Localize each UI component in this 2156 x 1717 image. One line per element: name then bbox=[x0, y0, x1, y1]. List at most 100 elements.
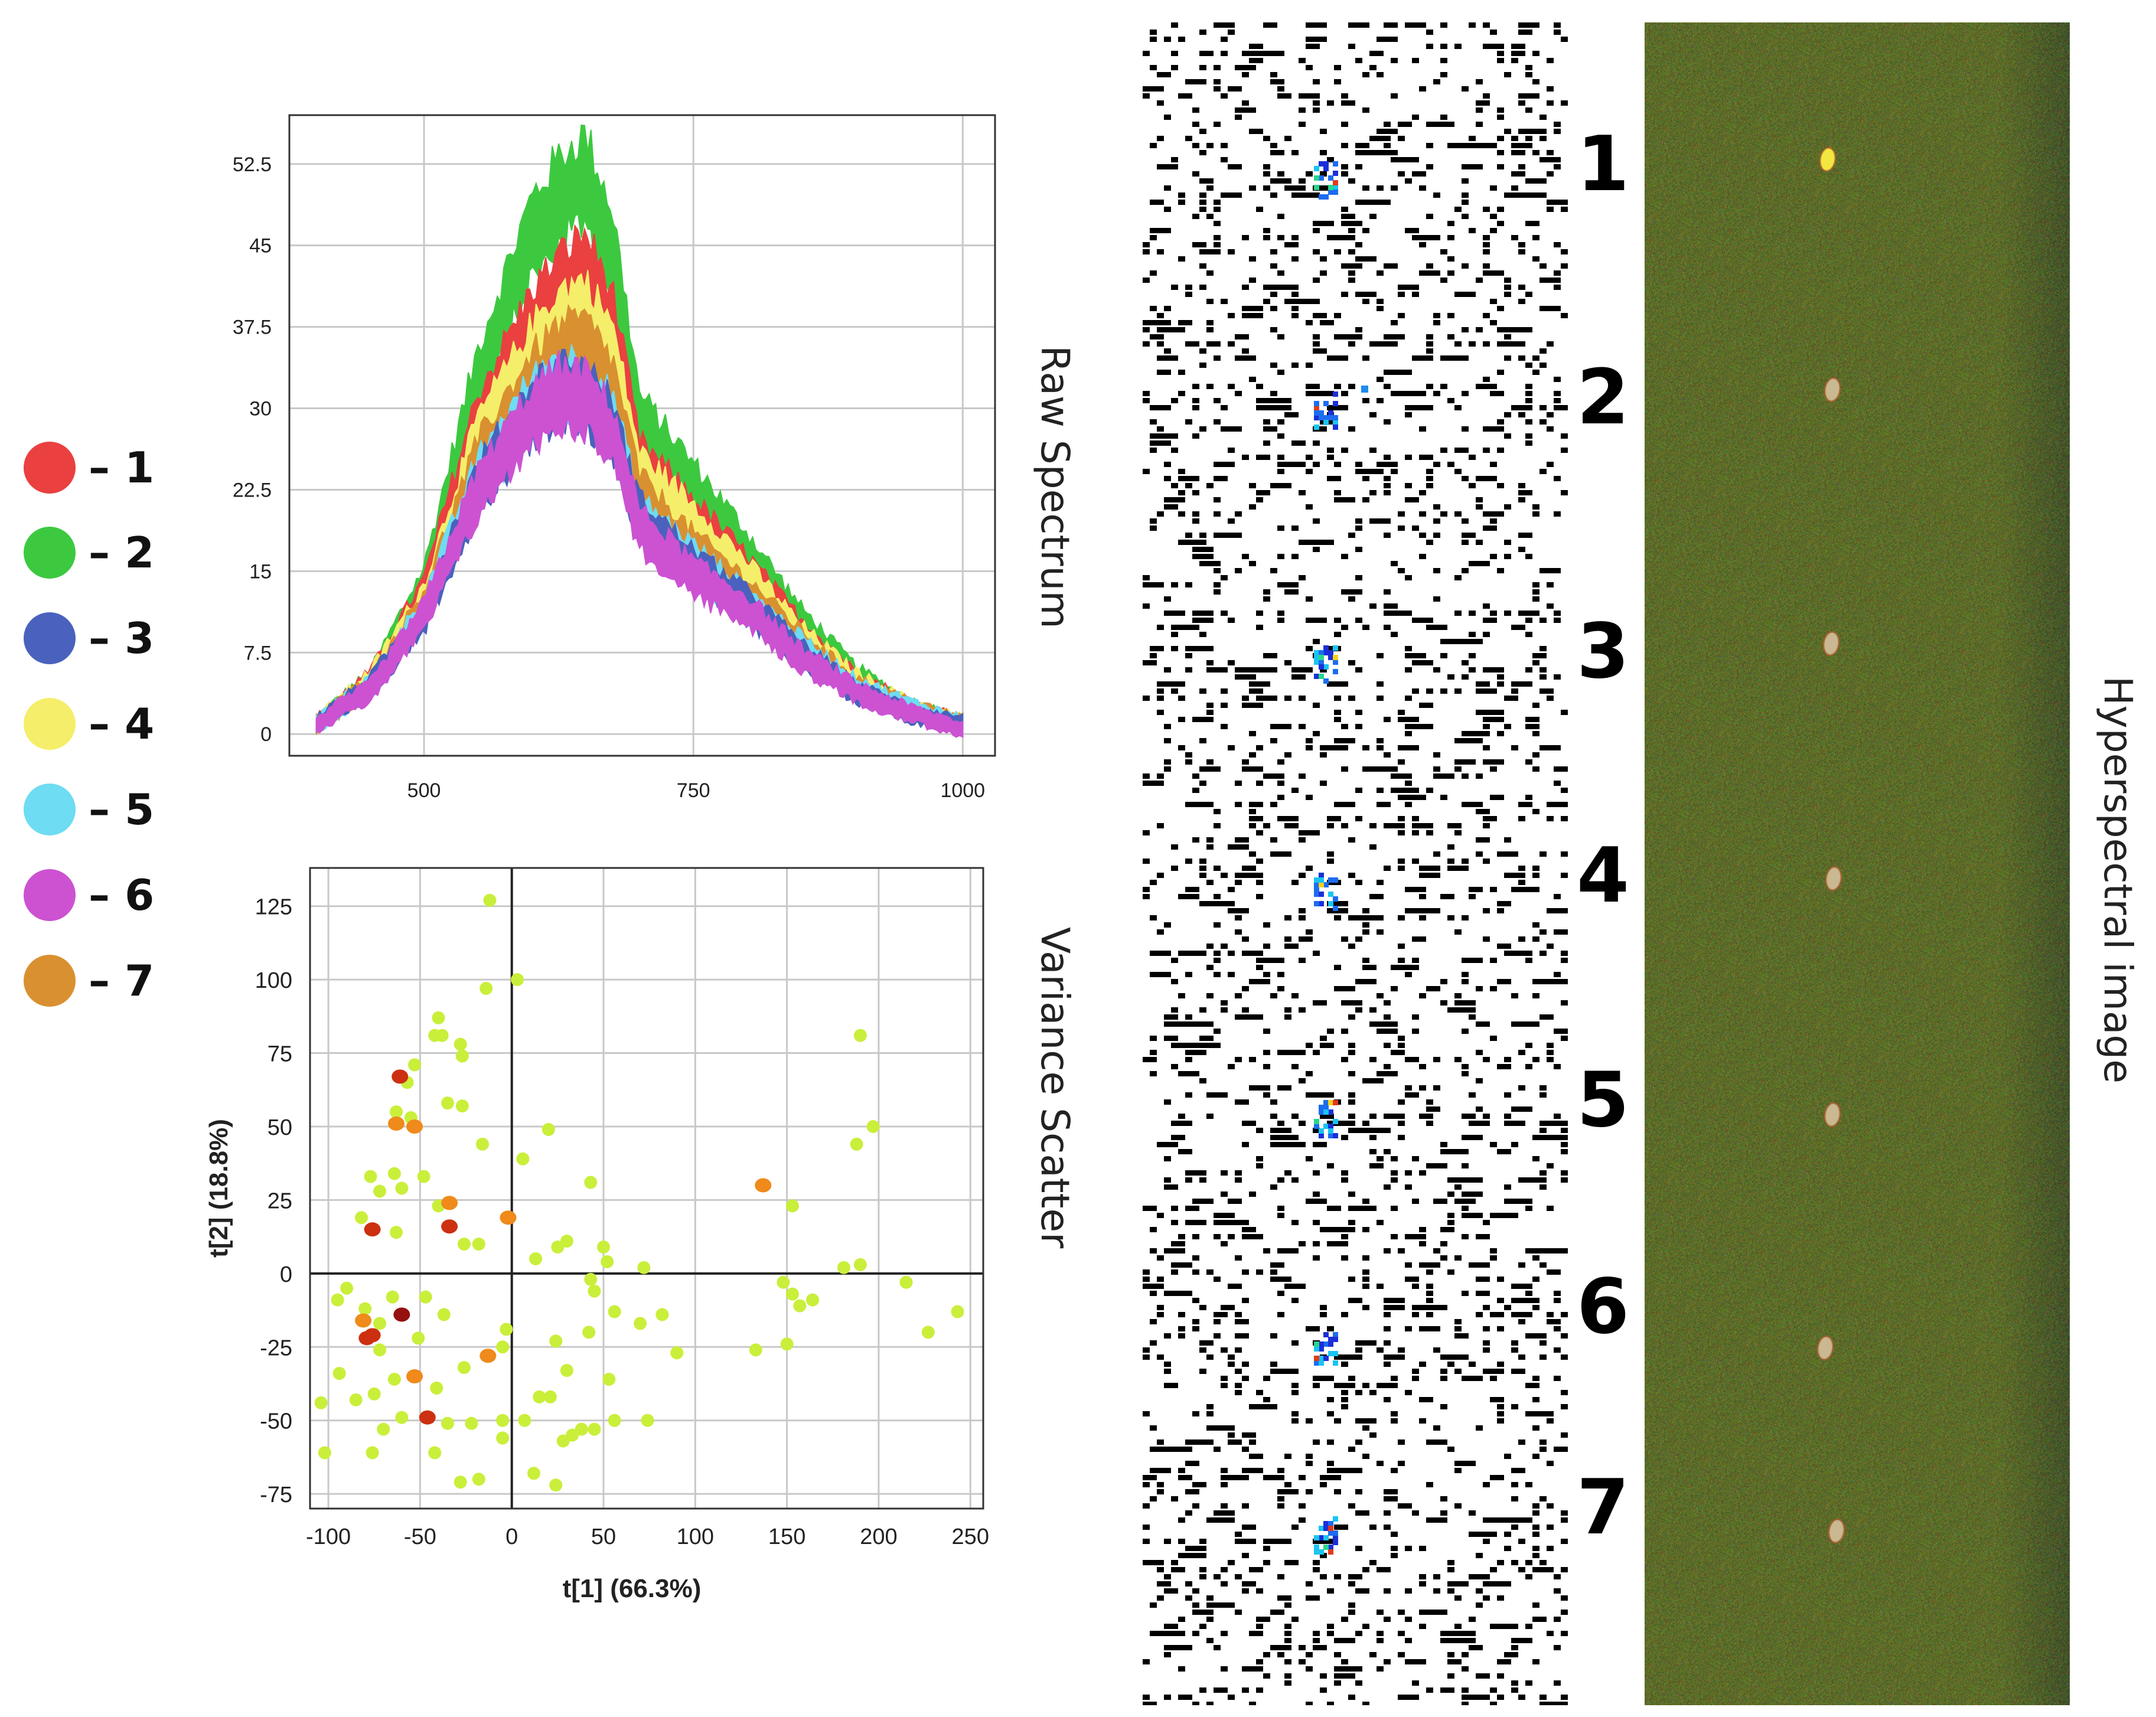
variance-scatter-title: Variance Scatter bbox=[1032, 927, 1078, 1249]
scatter-point bbox=[806, 1293, 820, 1307]
scatter-point bbox=[749, 1343, 762, 1357]
scatter-point bbox=[454, 1476, 467, 1489]
scatter-point bbox=[358, 1302, 372, 1316]
y-tick-label: 50 bbox=[268, 1115, 292, 1140]
scatter-point bbox=[533, 1390, 546, 1403]
strip-number-2: 2 bbox=[1577, 354, 1630, 442]
scatter-point bbox=[655, 1308, 669, 1321]
scatter-point bbox=[921, 1326, 935, 1339]
scatter-point bbox=[496, 1414, 510, 1427]
scatter-point bbox=[641, 1414, 654, 1427]
scatter-point bbox=[441, 1196, 458, 1210]
plot-area bbox=[310, 868, 983, 1509]
detection-blob-5 bbox=[1314, 1100, 1338, 1138]
scatter-point bbox=[853, 1029, 867, 1042]
detection-blob-extra bbox=[1361, 386, 1368, 393]
scatter-point bbox=[480, 982, 493, 995]
scatter-point bbox=[340, 1281, 354, 1295]
legend-swatch bbox=[24, 442, 76, 494]
strip-number-5: 5 bbox=[1577, 1056, 1630, 1144]
scatter-point bbox=[332, 1367, 346, 1380]
spectrum-band-6 bbox=[315, 350, 964, 738]
x-tick-label: 250 bbox=[952, 1525, 989, 1549]
legend-item-1: – 1 bbox=[24, 442, 177, 501]
scatter-point bbox=[602, 1373, 616, 1386]
x-tick-label: 1000 bbox=[940, 779, 985, 802]
scatter-point bbox=[556, 1434, 570, 1448]
legend-label: – 7 bbox=[89, 956, 155, 1006]
scatter-point bbox=[793, 1299, 807, 1313]
y-axis-label: t[2] (18.8%) bbox=[204, 1119, 233, 1258]
plot-frame bbox=[309, 867, 984, 1510]
scatter-point bbox=[364, 1170, 377, 1183]
scatter-point bbox=[432, 1011, 445, 1024]
pca-detection-strip bbox=[1143, 22, 1568, 1705]
scatter-point bbox=[637, 1261, 651, 1274]
scatter-point bbox=[387, 1373, 401, 1386]
scatter-point bbox=[377, 1422, 390, 1436]
detection-blob-7 bbox=[1314, 1516, 1338, 1555]
scatter-point bbox=[899, 1275, 913, 1289]
scatter-point bbox=[527, 1467, 540, 1480]
scatter-point bbox=[951, 1305, 964, 1318]
detection-blob-3 bbox=[1314, 645, 1338, 684]
scatter-point bbox=[560, 1364, 573, 1377]
scatter-point bbox=[472, 1238, 485, 1251]
raw-spectrum-chart: 0 7.5 15 22.5 30 37.5 45 52.5 500 750 1000 bbox=[233, 114, 996, 802]
legend-label: – 2 bbox=[89, 528, 155, 577]
scatter-point bbox=[437, 1308, 451, 1321]
legend-label: – 1 bbox=[89, 443, 155, 492]
x-tick-label: 750 bbox=[677, 779, 710, 802]
scatter-point bbox=[387, 1117, 405, 1131]
scatter-point bbox=[393, 1307, 410, 1322]
scatter-point bbox=[785, 1199, 799, 1213]
x-tick-label: 200 bbox=[860, 1525, 897, 1549]
detection-blob-2 bbox=[1314, 391, 1338, 430]
scatter-point bbox=[634, 1317, 647, 1330]
scatter-point bbox=[457, 1238, 471, 1251]
legend-label: – 3 bbox=[89, 613, 155, 663]
scatter-point bbox=[584, 1272, 598, 1286]
scatter-point bbox=[755, 1178, 772, 1193]
scatter-point bbox=[318, 1446, 331, 1460]
strip-number-4: 4 bbox=[1577, 832, 1630, 920]
legend-swatch bbox=[24, 869, 76, 921]
x-tick-label: 150 bbox=[768, 1525, 805, 1549]
scatter-point bbox=[500, 1210, 517, 1225]
y-tick-label: 25 bbox=[268, 1189, 292, 1213]
scatter-point bbox=[837, 1261, 850, 1274]
legend-item-6: – 6 bbox=[24, 869, 177, 928]
strip-number-7: 7 bbox=[1577, 1464, 1630, 1552]
x-axis-label: t[1] (66.3%) bbox=[563, 1574, 702, 1603]
legend-swatch bbox=[24, 955, 76, 1007]
scatter-point bbox=[496, 1340, 510, 1354]
scatter-point bbox=[560, 1235, 573, 1248]
legend-item-4: – 4 bbox=[24, 698, 177, 757]
scatter-point bbox=[853, 1258, 867, 1271]
hyperspectral-title: Hyperspectral image bbox=[2095, 676, 2141, 1083]
scatter-point bbox=[500, 1323, 513, 1336]
strip-number-3: 3 bbox=[1577, 608, 1630, 696]
y-tick-label: 22.5 bbox=[233, 479, 272, 501]
scatter-point bbox=[584, 1176, 598, 1189]
scatter-point bbox=[373, 1343, 387, 1357]
y-tick-label: -25 bbox=[260, 1336, 292, 1360]
scatter-point bbox=[518, 1414, 531, 1427]
x-tick-label: 500 bbox=[407, 779, 441, 802]
scatter-point bbox=[408, 1058, 422, 1072]
scatter-point bbox=[608, 1305, 621, 1318]
x-tick-label: -50 bbox=[404, 1525, 436, 1549]
x-tick-label: 0 bbox=[505, 1525, 518, 1549]
legend-swatch bbox=[24, 527, 76, 579]
y-tick-label: -50 bbox=[260, 1409, 292, 1434]
scatter-point bbox=[529, 1252, 543, 1265]
legend-item-3: – 3 bbox=[24, 612, 177, 671]
scatter-point bbox=[349, 1393, 363, 1406]
scatter-point bbox=[406, 1369, 423, 1384]
variance-scatter-chart: -75 -50 -25 0 25 50 75 100 125 -100 -50 0 50 100 150 20… bbox=[204, 867, 989, 1603]
y-tick-label: 0 bbox=[260, 723, 272, 746]
scatter-point bbox=[582, 1326, 596, 1339]
scatter-point bbox=[480, 1349, 497, 1363]
detection-blob-6 bbox=[1314, 1332, 1338, 1366]
legend-swatch bbox=[24, 784, 76, 835]
